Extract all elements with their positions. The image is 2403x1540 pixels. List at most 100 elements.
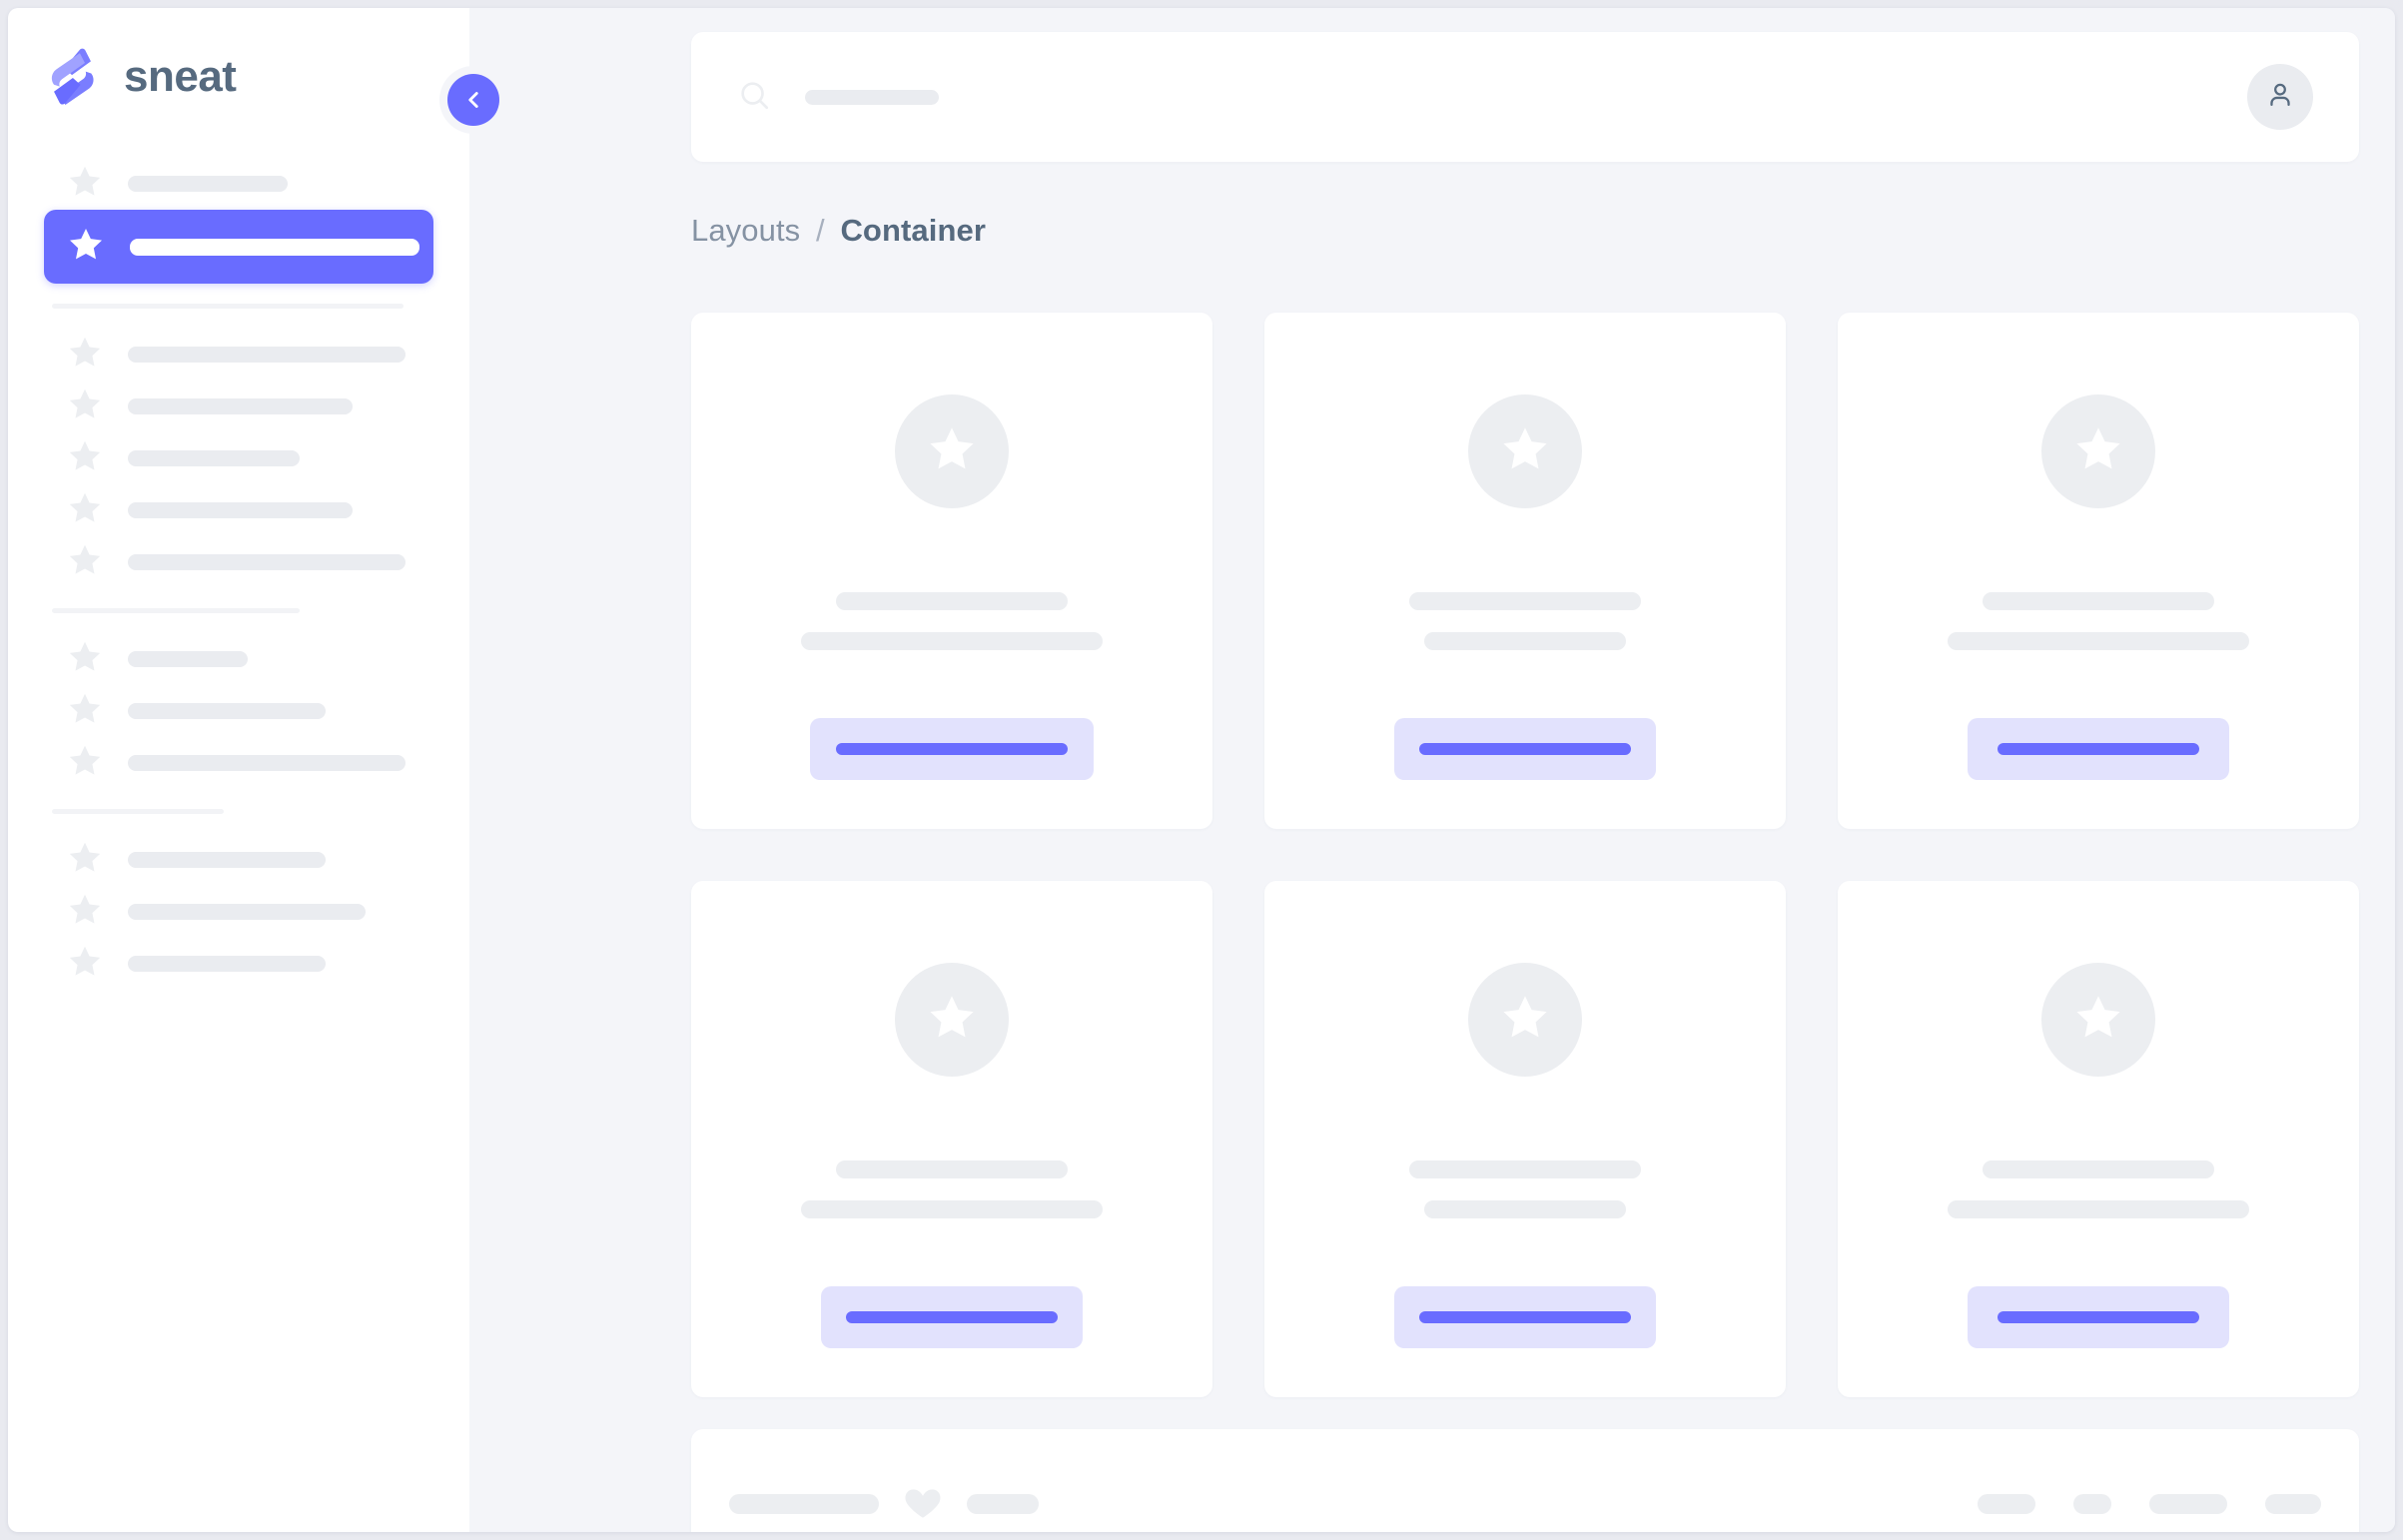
star-icon [66,489,104,532]
breadcrumb-current: Container [840,213,987,248]
card-subtitle-placeholder [1948,1200,2249,1218]
sidebar-item[interactable] [44,685,433,737]
nav-spacer [8,588,469,608]
card-action-button[interactable] [810,718,1094,780]
topbar [691,32,2359,162]
star-icon [66,943,104,986]
footer-copyright-text [729,1494,879,1514]
star-icon [1498,422,1552,481]
sidebar-item-label [128,176,288,192]
sidebar-item-label [128,554,405,570]
search-icon [737,78,771,117]
star-icon [925,422,979,481]
nav-spacer [8,284,469,304]
nav-spacer [8,309,469,329]
card-title-placeholder [836,1160,1068,1178]
card-action-button-label [846,1311,1058,1323]
card-action-button-label [836,743,1068,755]
heart-icon [901,1481,945,1528]
sidebar: sneat [8,8,507,1532]
sidebar-item[interactable] [44,484,433,536]
card-title-placeholder [1409,592,1641,610]
footer-card [691,1429,2359,1532]
sidebar-item-label [128,398,353,414]
star-icon [66,839,104,882]
content-card [691,881,1212,1397]
breadcrumb-separator: / [816,213,825,248]
card-action-button[interactable] [1394,1286,1656,1348]
card-subtitle-placeholder [1424,632,1626,650]
card-action-button[interactable] [1394,718,1656,780]
sidebar-item[interactable] [44,633,433,685]
collapse-button-halo [439,66,507,134]
sidebar-collapse-button[interactable] [447,74,499,126]
card-action-button-label [1419,1311,1631,1323]
card-subtitle-placeholder [1948,632,2249,650]
sidebar-item-active[interactable] [44,210,433,284]
star-icon [66,891,104,934]
card-action-button[interactable] [1968,1286,2229,1348]
card-avatar [895,963,1009,1077]
sidebar-item-label [128,904,366,920]
star-icon [66,638,104,681]
footer-link[interactable] [2265,1494,2321,1514]
card-action-button-label [1419,743,1631,755]
search-bar[interactable] [737,78,2247,117]
content-card [1838,313,2359,829]
user-icon [2264,79,2296,116]
nav-spacer [8,814,469,834]
card-title-placeholder [1983,592,2214,610]
star-icon [66,163,104,206]
star-icon [66,690,104,733]
sidebar-item[interactable] [44,834,433,886]
sidebar-item[interactable] [44,381,433,432]
footer-link[interactable] [1978,1494,2035,1514]
sidebar-item[interactable] [44,158,433,210]
nav-spacer [8,613,469,633]
star-icon [1498,991,1552,1050]
app-window: sneat [8,8,2395,1532]
sidebar-item[interactable] [44,329,433,381]
sidebar-item[interactable] [44,536,433,588]
card-avatar [895,394,1009,508]
breadcrumb-parent[interactable]: Layouts [691,213,801,248]
footer-link[interactable] [2073,1494,2111,1514]
nav-group-divider [52,304,403,309]
card-subtitle-placeholder [801,632,1103,650]
star-icon [925,991,979,1050]
sidebar-item-label [128,502,353,518]
sidebar-item-label [128,347,405,363]
star-icon [66,385,104,428]
footer-link[interactable] [2149,1494,2227,1514]
sidebar-item[interactable] [44,737,433,789]
star-icon [66,225,106,270]
sidebar-item-label [128,703,326,719]
card-grid [691,313,2359,1397]
card-action-button-label [1998,743,2199,755]
sidebar-item[interactable] [44,938,433,990]
content-card [691,313,1212,829]
card-subtitle-placeholder [1424,1200,1626,1218]
brand-name: sneat [124,52,237,101]
footer-links [1978,1494,2321,1514]
nav-group-divider [52,608,300,613]
nav-spacer [8,789,469,809]
search-input[interactable] [805,89,939,105]
card-title-placeholder [1409,1160,1641,1178]
star-icon [2071,991,2125,1050]
card-action-button[interactable] [821,1286,1083,1348]
footer-left [729,1481,1039,1528]
card-avatar [2041,394,2155,508]
content-area: Layouts / Container [469,8,2395,1532]
sidebar-item[interactable] [44,886,433,938]
card-action-button[interactable] [1968,718,2229,780]
sidebar-item-label [128,755,405,771]
avatar[interactable] [2247,64,2313,130]
brand[interactable]: sneat [50,46,237,108]
sidebar-item[interactable] [44,432,433,484]
sneat-s-logo-icon [50,47,106,107]
card-title-placeholder [1983,1160,2214,1178]
content-card [1838,881,2359,1397]
sidebar-item-label [128,651,248,667]
sidebar-item-label [128,956,326,972]
